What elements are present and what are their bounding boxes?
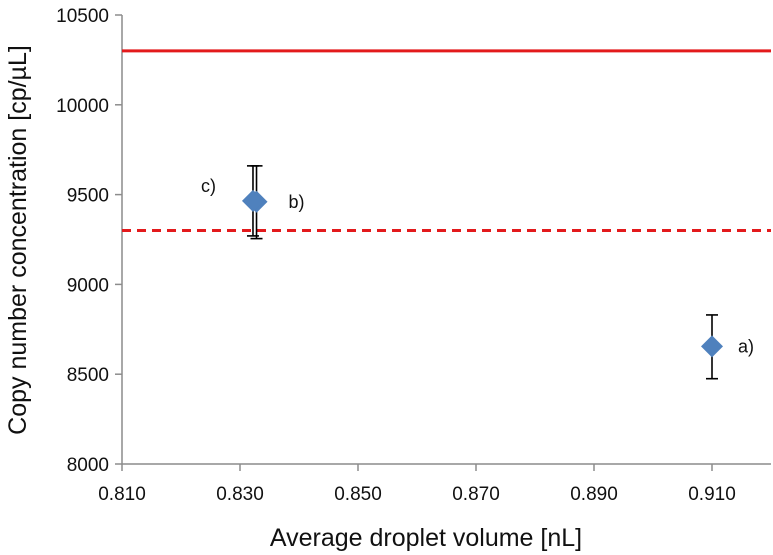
- y-axis-title: Copy number concentration [cp/µL]: [4, 45, 32, 435]
- x-tick-label: 0.870: [452, 484, 500, 505]
- x-tick-label: 0.910: [688, 484, 736, 505]
- diamond-marker: [241, 189, 264, 212]
- point-label: a): [738, 336, 754, 356]
- x-tick-label: 0.890: [570, 484, 618, 505]
- y-tick-label: 8500: [67, 365, 109, 386]
- x-tick-label: 0.830: [216, 484, 264, 505]
- axes: 8000 8500 9000 9500 10000 10500 0.810 0.830 0.85…: [56, 6, 771, 505]
- y-tick-label: 8000: [67, 455, 109, 476]
- point-label: b): [289, 192, 305, 212]
- reference-lines: [122, 49, 771, 233]
- y-tick-label: 10500: [56, 6, 109, 27]
- x-tick-label: 0.850: [334, 484, 382, 505]
- y-tick-label: 9500: [67, 186, 109, 207]
- y-tick-label: 10000: [56, 96, 109, 117]
- x-tick-label: 0.810: [98, 484, 146, 505]
- diamond-marker: [701, 335, 723, 358]
- data-points: a) b) c): [201, 165, 754, 380]
- x-axis-title: Average droplet volume [nL]: [270, 524, 582, 552]
- point-label: c): [201, 176, 216, 196]
- y-tick-label: 9000: [67, 275, 109, 296]
